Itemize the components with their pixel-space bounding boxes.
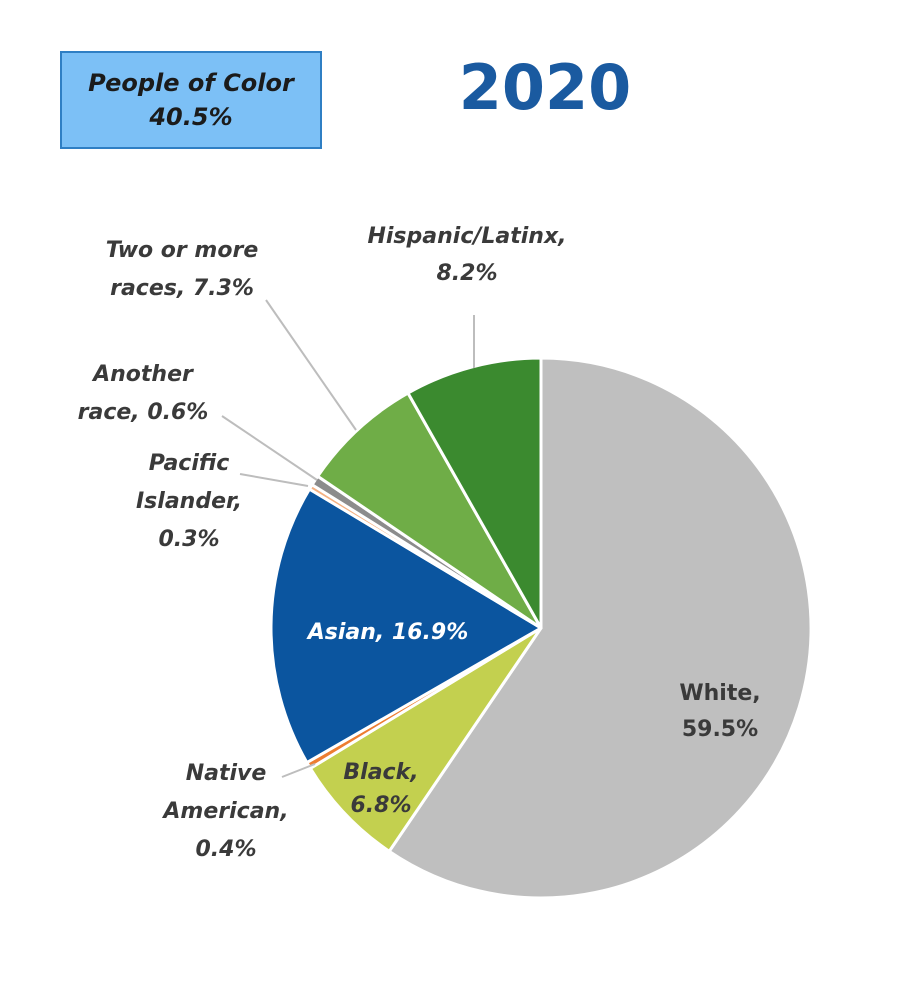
slice-label-black: Black, 6.8% xyxy=(343,760,418,818)
slice-label-white: White, 59.5% xyxy=(679,681,760,742)
slice-label-line: Native xyxy=(186,761,267,786)
slice-label-asian: Asian, 16.9% xyxy=(306,620,469,645)
leader-line-two-or-more-races xyxy=(265,299,357,431)
slice-label-line: Hispanic/Latinx, xyxy=(367,224,566,249)
slice-label-line: 0.3% xyxy=(158,527,219,552)
slice-label-line: White, xyxy=(679,681,760,706)
people-of-color-value: 40.5% xyxy=(149,103,233,131)
slice-label-line: Asian, 16.9% xyxy=(306,620,469,645)
leader-line-native-american xyxy=(281,763,316,778)
slice-label-line: American, xyxy=(161,799,288,824)
people-of-color-box: People of Color 40.5% xyxy=(60,51,322,149)
pie-slice-asian xyxy=(269,487,543,765)
slice-label-line: 6.8% xyxy=(350,793,411,818)
slice-label-hispanic-latinx: Hispanic/Latinx, 8.2% xyxy=(367,224,566,286)
chart-title: 2020 xyxy=(458,51,632,124)
slice-labels: White, 59.5% Black, 6.8% Native American, 0.4%… xyxy=(78,224,761,862)
slice-label-another-race: Another race, 0.6% xyxy=(78,362,209,425)
slice-label-line: Islander, xyxy=(136,489,242,514)
pie-slice-black xyxy=(308,626,543,853)
pie-slice-two-or-more-races xyxy=(316,391,543,630)
pie-slice-white xyxy=(387,356,813,900)
pie-slice-hispanic-latinx xyxy=(406,356,543,630)
slice-label-pacific-islander: Pacific Islander, 0.3% xyxy=(136,451,242,552)
people-of-color-label: People of Color xyxy=(88,69,294,97)
slice-label-line: Black, xyxy=(343,760,418,785)
pie-slices xyxy=(269,356,813,900)
slice-label-line: Two or more xyxy=(106,238,259,263)
slice-label-line: 59.5% xyxy=(682,717,758,742)
leader-line-pacific-islander xyxy=(239,473,309,487)
slice-label-line: 0.4% xyxy=(195,837,256,862)
leader-lines xyxy=(221,299,475,778)
slice-label-line: 8.2% xyxy=(436,261,497,286)
slice-label-line: race, 0.6% xyxy=(78,400,209,425)
slice-label-line: Pacific xyxy=(149,451,230,476)
slice-label-line: Another xyxy=(91,362,194,387)
slice-label-two-or-more-races: Two or more races, 7.3% xyxy=(106,238,259,301)
slice-label-line: races, 7.3% xyxy=(110,276,254,301)
leader-line-another-race xyxy=(221,415,318,481)
slice-label-native-american: Native American, 0.4% xyxy=(161,761,288,862)
